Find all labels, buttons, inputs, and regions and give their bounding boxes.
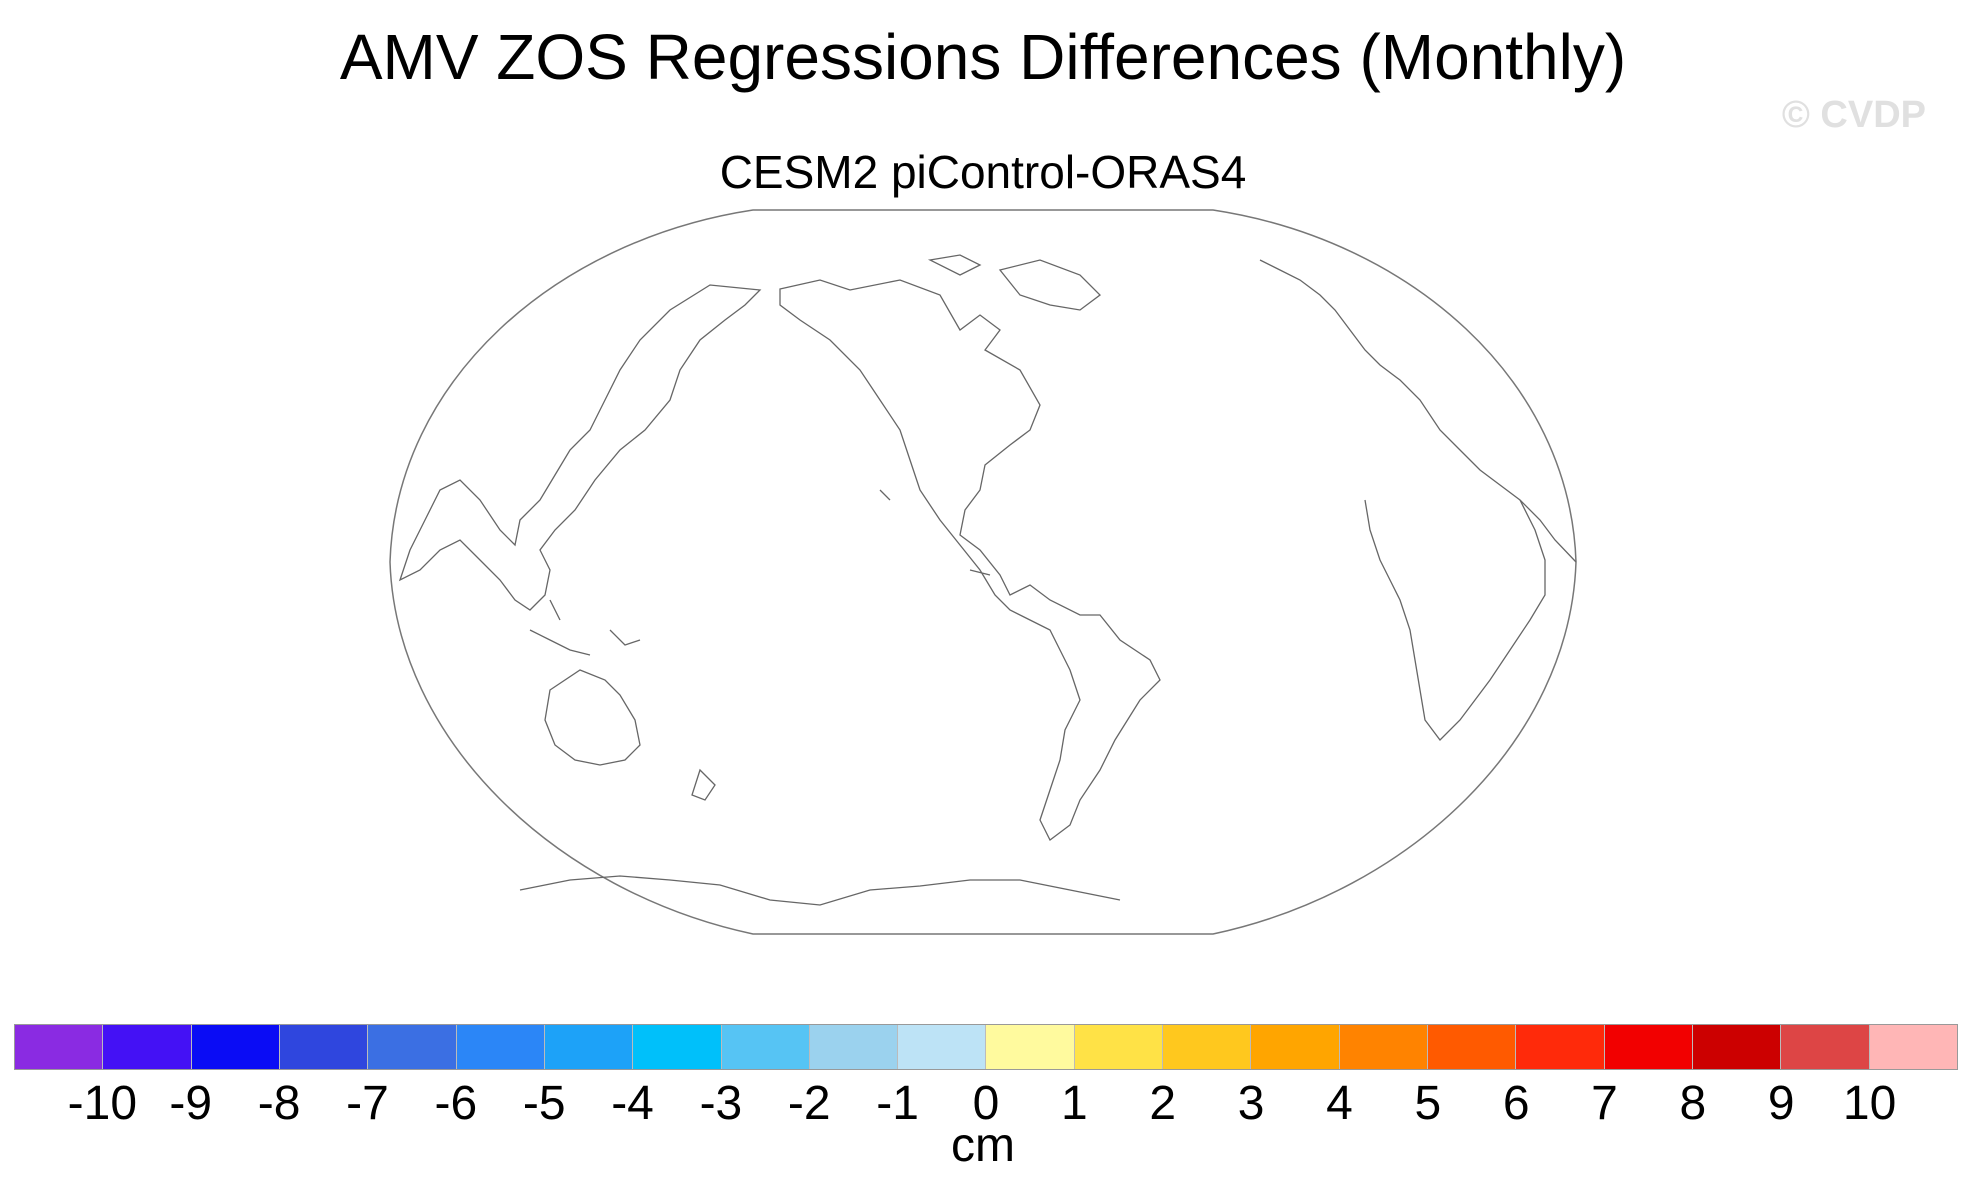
colorbar-tick-label: -1 [876,1077,919,1130]
colorbar-box [1339,1025,1428,1069]
map-outline [389,209,1577,935]
panel-subtitle: CESM2 piControl-ORAS4 [719,146,1247,198]
colorbar-box [368,1025,457,1069]
colorbar-box [1516,1025,1605,1069]
colorbar-tick-label: 1 [1061,1077,1088,1130]
colorbar-box [456,1025,545,1069]
colorbar-box [721,1025,810,1069]
colorbar-box [1604,1025,1693,1069]
colorbar-tick-labels: -10 -9 -8 -7 -6 -5 -4 -3 -2 -1 0 1 2 3 4 5 6 7 8 9 10 [14,1078,1958,1130]
world-map [389,209,1577,935]
colorbar-box [1781,1025,1870,1069]
colorbar-box [633,1025,722,1069]
colorbar-tick-label: 9 [1767,1077,1795,1130]
colorbar-box [191,1025,280,1069]
colorbar-box [103,1025,192,1069]
coastlines [398,254,1577,906]
colorbar-units: cm [951,1119,1015,1172]
colorbar [14,1024,1958,1070]
plot-title: AMV ZOS Regressions Differences (Monthly… [339,21,1627,93]
colorbar-tick-label: -2 [787,1077,831,1130]
colorbar-tick-label: 4 [1326,1077,1353,1130]
colorbar-tick-label: -9 [169,1077,213,1130]
colorbar-box [1869,1025,1957,1069]
colorbar-tick-label: -8 [257,1077,301,1130]
colorbar-tick-label: 3 [1237,1077,1265,1130]
colorbar-box [15,1025,104,1069]
colorbar-tick-label: 7 [1591,1077,1618,1130]
colorbar-box [1692,1025,1782,1069]
colorbar-tick-label: -4 [611,1077,654,1130]
colorbar-tick-label: -10 [67,1077,138,1130]
colorbar-tick-label: 8 [1679,1077,1707,1130]
colorbar-tick-label: -6 [434,1077,478,1130]
colorbar-tick-label: -7 [346,1077,389,1130]
colorbar-box [544,1025,634,1069]
colorbar-tick-label: 2 [1149,1077,1177,1130]
colorbar-box [279,1025,369,1069]
colorbar-tick-label: -3 [699,1077,743,1130]
colorbar-tick-label: 0 [972,1077,1000,1130]
colorbar-box [809,1025,899,1069]
colorbar-tick-label: 10 [1842,1077,1897,1130]
colorbar-box [1251,1025,1340,1069]
colorbar-box [1163,1025,1252,1069]
colorbar-tick-label: 5 [1414,1077,1442,1130]
colorbar-box [1428,1025,1517,1069]
cvdp-watermark: © CVDP [1781,94,1926,136]
colorbar-tick-label: -5 [522,1077,566,1130]
colorbar-tick-label: 6 [1502,1077,1530,1130]
colorbar-box [986,1025,1075,1069]
colorbar-box [898,1025,987,1069]
colorbar-box [1074,1025,1164,1069]
